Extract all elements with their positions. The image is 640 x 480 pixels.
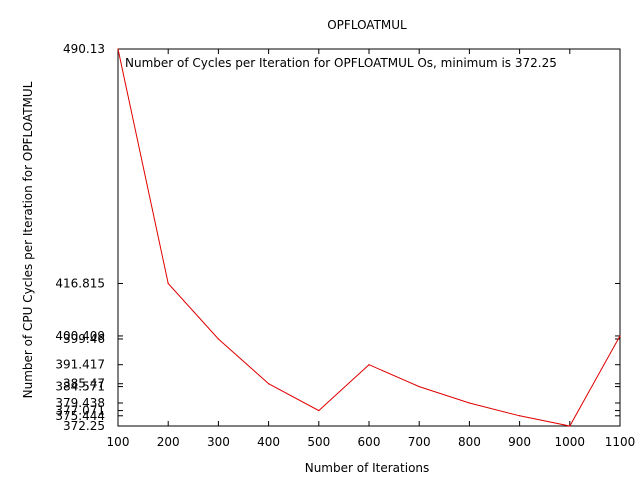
legend: Number of Cycles per Iteration for OPFLO… — [125, 56, 557, 70]
x-tick-label: 200 — [157, 435, 180, 449]
y-tick-label: 385.47 — [63, 377, 105, 391]
data-point — [418, 385, 420, 388]
y-tick-label: 372.25 — [63, 419, 105, 433]
plot-frame — [117, 48, 621, 427]
data-point — [468, 402, 470, 404]
data-point — [569, 425, 571, 427]
data-point — [117, 48, 119, 50]
series-layer — [117, 48, 621, 427]
x-tick-label: 1100 — [605, 435, 636, 449]
data-point — [519, 415, 521, 417]
data-point — [318, 409, 320, 412]
x-axis-label: Number of Iterations — [305, 461, 430, 475]
x-tick-label: 900 — [508, 435, 531, 449]
x-tick-label: 700 — [408, 435, 431, 449]
x-tick-label: 400 — [257, 435, 280, 449]
y-tick-label: 377.071 — [55, 404, 105, 418]
x-ticks: 100 200 300 400 500 600 700 800 900 1000 1100 — [107, 49, 636, 449]
legend-label: Number of Cycles per Iteration for OPFLO… — [125, 56, 557, 70]
y-tick-label: 416.815 — [55, 276, 105, 290]
y-tick-label: 375.444 — [55, 409, 105, 423]
x-tick-label: 500 — [307, 435, 330, 449]
y-tick-label: 384.571 — [55, 380, 105, 394]
y-tick-label: 379.438 — [55, 396, 105, 410]
y-tick-label: 490.13 — [63, 42, 105, 56]
series-line — [117, 48, 621, 427]
y-tick-label: 400.409 — [55, 329, 105, 343]
data-point — [619, 335, 621, 337]
x-tick-label: 800 — [458, 435, 481, 449]
y-tick-label: 399.46 — [63, 332, 105, 346]
x-tick-label: 300 — [207, 435, 230, 449]
x-tick-label: 100 — [107, 435, 130, 449]
data-point — [268, 383, 270, 385]
data-point — [368, 364, 370, 366]
x-tick-label: 1000 — [555, 435, 586, 449]
y-tick-label: 391.417 — [55, 358, 105, 372]
data-point — [167, 282, 169, 285]
chart-title: OPFLOATMUL — [327, 18, 407, 32]
x-tick-label: 600 — [358, 435, 381, 449]
y-ticks: 490.13416.815400.409399.46391.417385.473… — [55, 42, 620, 433]
y-axis-label: Number of CPU Cycles per Iteration for O… — [21, 81, 35, 398]
data-point — [217, 338, 219, 340]
